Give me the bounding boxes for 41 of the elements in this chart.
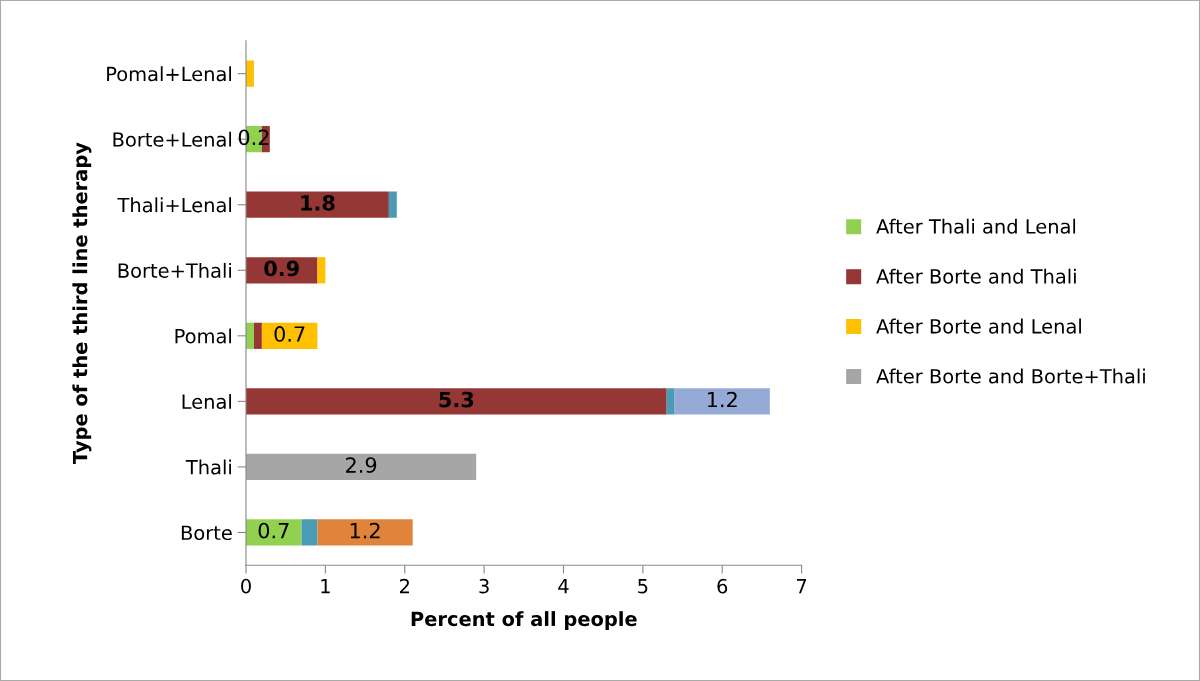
y-tick-label: Pomal bbox=[175, 328, 231, 344]
bar bbox=[246, 453, 477, 481]
y-tick-label: Borte bbox=[181, 525, 232, 541]
x-tick-label: 6 bbox=[717, 578, 728, 594]
y-tick-label: Borte+Lenal bbox=[113, 131, 231, 147]
x-tick-label: 0 bbox=[241, 578, 251, 594]
data-label: 0.7 bbox=[274, 326, 305, 342]
y-tick-label: Lenal bbox=[182, 393, 231, 410]
legend-label: After Borte and Thali bbox=[876, 268, 1076, 284]
data-label: 1.8 bbox=[301, 195, 335, 211]
bar bbox=[301, 519, 318, 546]
y-tick-label: Borte+Thali bbox=[118, 262, 231, 278]
bar bbox=[253, 322, 262, 349]
bar bbox=[317, 257, 326, 284]
y-tick-label: Thali bbox=[185, 459, 231, 475]
bar bbox=[388, 191, 397, 218]
bar bbox=[674, 388, 770, 415]
y-axis-title: Type of the third line therapy bbox=[72, 142, 92, 464]
x-tick-label: 2 bbox=[399, 578, 409, 594]
x-tick-label: 3 bbox=[479, 578, 489, 594]
data-label: 2.9 bbox=[346, 457, 377, 473]
data-label: 1.2 bbox=[350, 522, 380, 539]
bar bbox=[666, 388, 675, 415]
bar bbox=[246, 519, 302, 546]
bar bbox=[246, 388, 667, 415]
bar bbox=[317, 519, 413, 546]
bar bbox=[246, 191, 389, 218]
legend-label: After Borte and Borte+Thali bbox=[876, 368, 1145, 384]
x-tick-label: 7 bbox=[797, 579, 807, 594]
data-label: 0.7 bbox=[258, 522, 289, 539]
y-tick-label: Thali+Lenal bbox=[117, 197, 231, 213]
x-axis-title: Percent of all people bbox=[411, 611, 637, 630]
x-tick-label: 1 bbox=[321, 579, 330, 594]
x-tick-label: 5 bbox=[638, 579, 648, 594]
legend-label: After Thali and Lenal bbox=[876, 218, 1076, 234]
data-label: 1.2 bbox=[707, 391, 737, 408]
x-tick-label: 4 bbox=[558, 579, 569, 594]
data-label: 5.3 bbox=[439, 391, 474, 408]
legend-label: After Borte and Lenal bbox=[876, 318, 1081, 334]
y-tick-label: Pomal+Lenal bbox=[107, 66, 231, 82]
data-label: 0.9 bbox=[264, 260, 299, 277]
